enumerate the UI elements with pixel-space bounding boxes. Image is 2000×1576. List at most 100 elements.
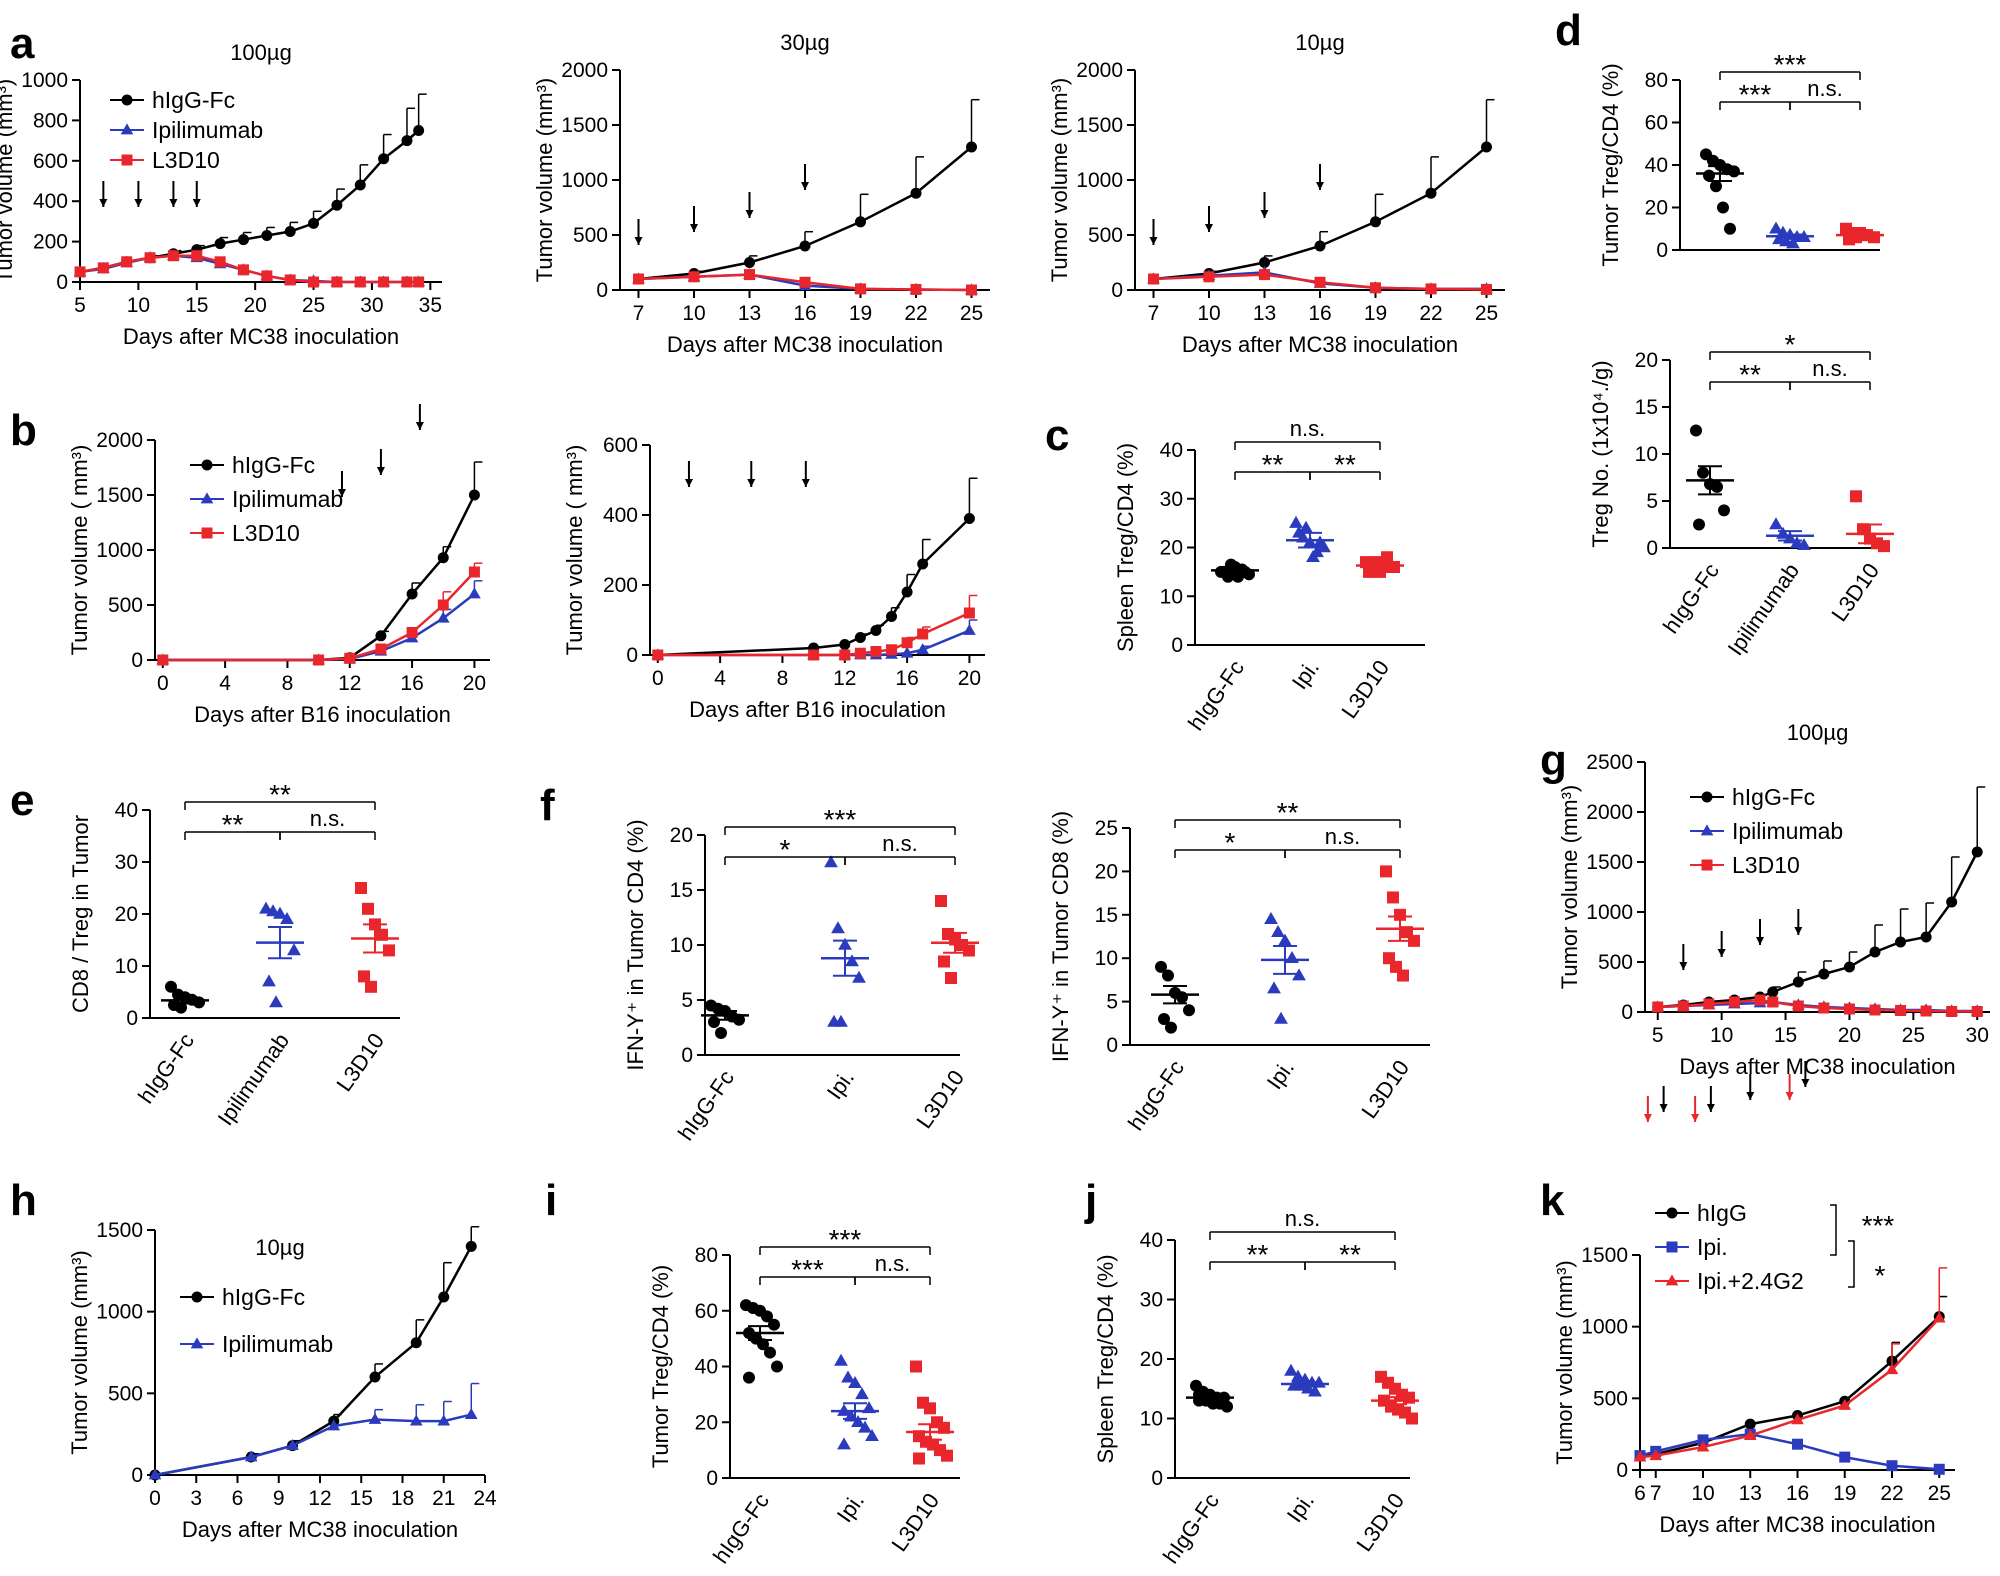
x-tick-label: 13: [1253, 302, 1276, 325]
data-point-Ipilimumab: [464, 1407, 478, 1419]
data-point-L3D10: [331, 276, 343, 288]
data-point: [262, 974, 276, 987]
panel-f1: 0 5 10 15 20 IFN-Y⁺ in Tumor CD4 (%) hIgG-Fc Ip…: [623, 804, 979, 1145]
data-point: [938, 955, 950, 968]
data-point-L3D10: [74, 266, 86, 278]
data-point-L3D10: [966, 284, 977, 296]
y-axis-label: Tumor volume (mm³): [0, 79, 17, 284]
data-point-L3D10: [144, 252, 156, 264]
panel-letter-f: f: [540, 781, 555, 830]
dosing-arrow-head: [1643, 1114, 1652, 1122]
data-point-Ipilimumab: [286, 1439, 299, 1450]
x-axis-label: Days after B16 inoculation: [194, 702, 451, 727]
y-tick-label: 500: [108, 594, 143, 617]
y-tick-label: 600: [33, 150, 68, 173]
y-tick-label: 25: [1095, 817, 1118, 840]
data-point-hIgG-Fc: [284, 226, 296, 237]
x-tick-label: 21: [432, 1487, 455, 1510]
series-line-hIgG: [1639, 1315, 1941, 1457]
series-line-Ipi.: [1639, 1432, 1940, 1471]
y-axis-label: Tumor volume ( mm³): [67, 445, 92, 656]
data-point: [1221, 1400, 1233, 1413]
data-point: [362, 902, 374, 915]
panel-b2: 0 200 400 600 0 4 8 12 16 20 Tumor volume ( mm³) Da…: [562, 434, 985, 722]
chart-title: 10µg: [1295, 30, 1344, 55]
data-point-hIgG-Fc: [839, 639, 851, 650]
category-label: hIgG-Fc: [133, 1029, 199, 1108]
dosing-arrow-head: [1316, 182, 1324, 190]
data-point: [1703, 169, 1715, 182]
y-tick-label: 15: [1635, 396, 1658, 419]
category-label: hIgG-Fc: [673, 1066, 739, 1145]
significance-label: **: [1262, 449, 1284, 480]
data-point-L3D10: [652, 649, 664, 661]
data-point: [733, 1013, 745, 1026]
x-tick-label: 0: [149, 1487, 161, 1510]
data-point: [845, 954, 859, 967]
data-point: [1274, 1011, 1288, 1024]
x-tick-label: 4: [219, 672, 231, 695]
y-tick-label: 10: [1635, 443, 1658, 466]
series-line-hIgG-Fc: [154, 1245, 473, 1477]
series-line-hIgG-Fc: [1657, 851, 1979, 1009]
data-point: [1308, 1384, 1322, 1397]
data-point: [1267, 981, 1281, 994]
data-point-hIgG-Fc: [261, 230, 273, 242]
data-point-L3D10: [97, 262, 109, 274]
dosing-arrow-head: [337, 489, 346, 497]
data-point-hIgG-Fc: [855, 216, 866, 228]
data-point: [175, 1001, 187, 1014]
data-point: [841, 1370, 855, 1383]
y-tick-label: 400: [33, 190, 68, 213]
panel-letter-c: c: [1045, 411, 1069, 460]
data-point-hIgG-Fc: [369, 1371, 381, 1383]
dosing-arrow-head: [747, 479, 756, 487]
data-point: [1264, 911, 1278, 924]
data-point-L3D10: [1677, 1000, 1689, 1012]
x-tick-label: 10: [1691, 1482, 1714, 1505]
data-point-L3D10: [1703, 998, 1715, 1010]
data-point-L3D10: [237, 264, 249, 276]
y-tick-label: 500: [573, 224, 608, 247]
legend-label-hIgG-Fc: hIgG-Fc: [222, 1284, 305, 1310]
data-point: [768, 1318, 780, 1331]
data-point: [1155, 960, 1167, 973]
data-point-hIgG-Fc: [1843, 961, 1855, 973]
data-point-hIgG-Fc: [886, 611, 898, 622]
category-label: L3D10: [1356, 1056, 1414, 1123]
data-point: [287, 943, 301, 956]
data-point-hIgG-Fc: [410, 1337, 422, 1349]
data-point: [1724, 222, 1736, 235]
panel-b1: 0 500 1000 1500 2000 0 4 8 12 16 20 Tumor volume ( …: [67, 404, 490, 727]
panel-j: 0 10 20 30 40 Spleen Treg/CD4 (%) hIgG-Fc Ipi. L…: [1093, 1206, 1419, 1568]
y-tick-label: 0: [1616, 1459, 1628, 1482]
x-axis-label: Days after MC38 inoculation: [182, 1517, 458, 1542]
legend-label-Ipilimumab: Ipilimumab: [232, 486, 343, 512]
data-point-L3D10: [1792, 1000, 1804, 1012]
data-point-L3D10: [413, 276, 425, 288]
data-point-L3D10: [1818, 1002, 1830, 1014]
panel-a3: 0 500 1000 1500 2000 7 10 13 16 19 22 25 Tumor volum…: [1047, 30, 1505, 357]
y-tick-label: 500: [1593, 1387, 1628, 1410]
dosing-arrow-head: [1706, 1104, 1715, 1112]
category-label: hIgG-Fc: [1123, 1056, 1189, 1135]
series-line-Ipilimumab: [154, 1413, 472, 1477]
data-point-hIgG-Fc: [308, 217, 320, 229]
data-point-hIgG-Fc: [1481, 141, 1492, 153]
legend-label-Ipi.+2.4G2: Ipi.+2.4G2: [1697, 1268, 1804, 1294]
y-tick-label: 2000: [1586, 801, 1633, 824]
dosing-arrow-head: [1149, 237, 1158, 245]
data-point-L3D10: [406, 627, 418, 638]
x-axis-label: Days after MC38 inoculation: [1182, 332, 1458, 357]
data-point: [834, 1014, 848, 1027]
y-tick-label: 10: [1095, 947, 1118, 970]
x-tick-label: 25: [1475, 302, 1498, 325]
x-tick-label: 8: [282, 672, 294, 695]
data-point-L3D10: [839, 649, 851, 661]
y-tick-label: 0: [131, 1464, 143, 1487]
data-point-hIgG-Fc: [966, 141, 977, 153]
y-axis-label: Tumor volume (mm³): [1552, 1260, 1577, 1465]
significance-bracket: [1848, 1240, 1855, 1288]
x-tick-label: 15: [350, 1487, 373, 1510]
x-tick-label: 20: [1838, 1024, 1861, 1047]
